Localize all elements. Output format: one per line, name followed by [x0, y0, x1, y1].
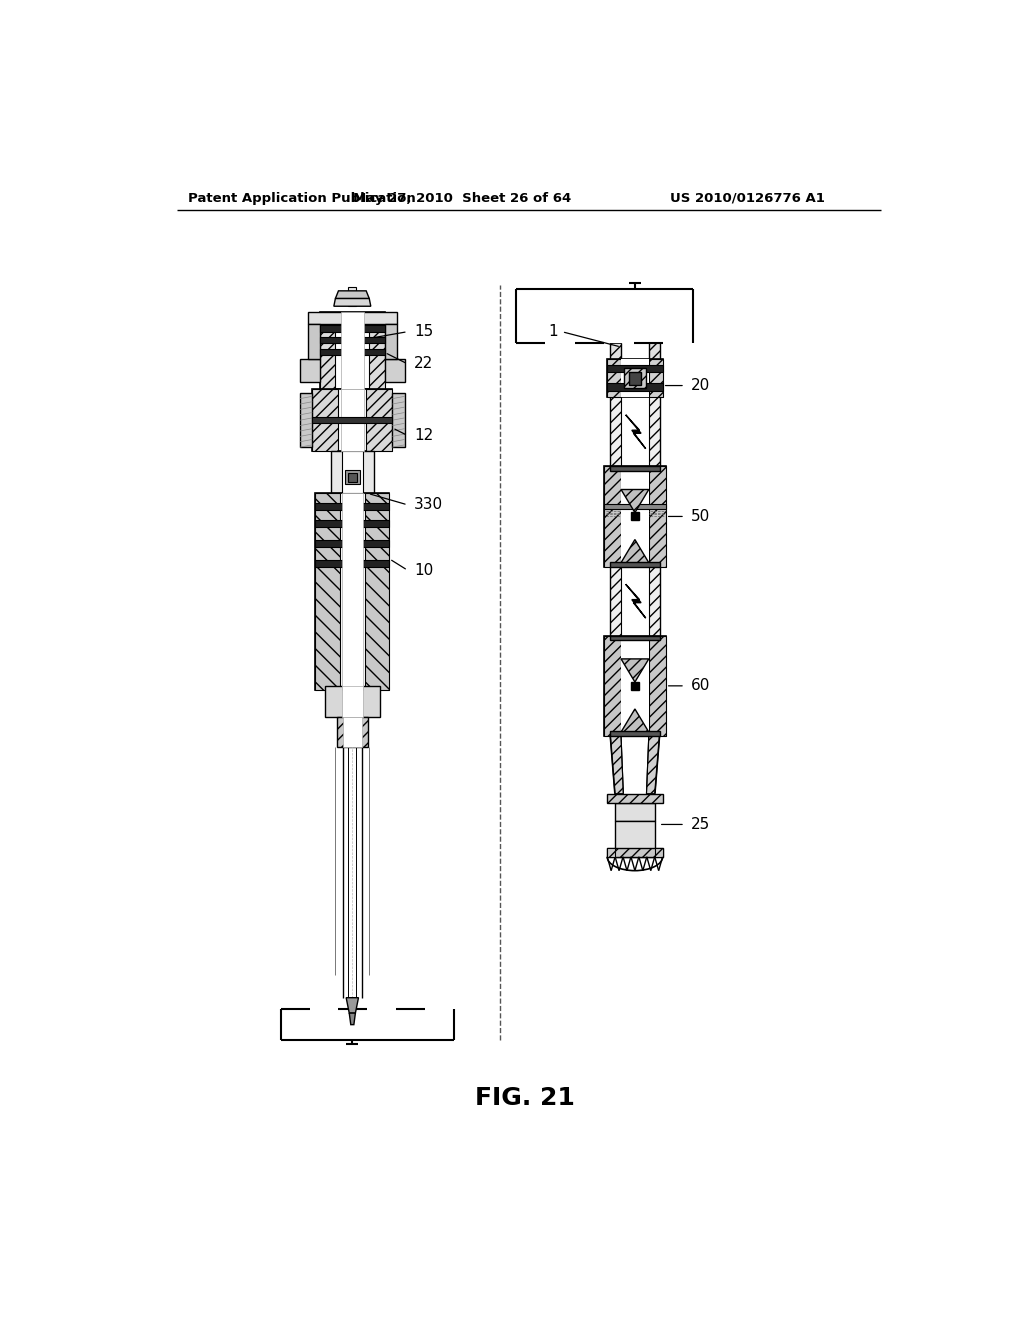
Text: US 2010/0126776 A1: US 2010/0126776 A1 — [670, 191, 824, 205]
Polygon shape — [365, 494, 389, 689]
Polygon shape — [349, 1014, 355, 1024]
Polygon shape — [370, 323, 385, 389]
Bar — [341, 389, 364, 451]
Polygon shape — [610, 566, 621, 636]
Bar — [319, 326, 385, 331]
Bar — [319, 337, 385, 343]
Bar — [341, 313, 364, 389]
Bar — [604, 466, 666, 566]
Polygon shape — [307, 323, 319, 359]
Bar — [348, 473, 357, 482]
Polygon shape — [655, 847, 663, 857]
Text: 10: 10 — [414, 562, 433, 578]
Polygon shape — [649, 466, 666, 566]
Text: 1: 1 — [548, 325, 558, 339]
Polygon shape — [385, 359, 404, 381]
Polygon shape — [610, 397, 621, 466]
Text: 25: 25 — [691, 817, 711, 832]
Text: 22: 22 — [414, 356, 433, 371]
Polygon shape — [367, 389, 392, 451]
Polygon shape — [336, 290, 370, 298]
Polygon shape — [649, 566, 659, 636]
Bar — [610, 562, 659, 566]
Polygon shape — [604, 466, 621, 566]
Bar — [319, 348, 385, 355]
Polygon shape — [646, 737, 659, 793]
Bar — [315, 540, 389, 548]
Text: 60: 60 — [691, 678, 711, 693]
Bar — [621, 636, 649, 737]
Bar — [348, 286, 356, 306]
Polygon shape — [319, 323, 336, 389]
Bar — [610, 636, 659, 640]
Bar — [331, 451, 374, 494]
Bar — [629, 372, 641, 385]
Bar — [319, 313, 385, 389]
Polygon shape — [300, 393, 312, 447]
Bar — [312, 417, 392, 424]
Text: Patent Application Publication: Patent Application Publication — [188, 191, 416, 205]
Bar — [342, 686, 364, 717]
Bar — [315, 503, 389, 511]
Bar — [343, 717, 361, 747]
Bar — [307, 313, 397, 323]
Bar — [614, 821, 655, 857]
Bar — [607, 364, 663, 372]
Bar — [325, 686, 380, 717]
Bar — [607, 847, 663, 857]
Bar — [315, 560, 389, 568]
Bar — [342, 451, 364, 494]
Bar — [607, 359, 663, 397]
Bar — [604, 504, 666, 508]
Bar — [607, 383, 663, 391]
Bar — [342, 494, 364, 689]
Polygon shape — [610, 737, 624, 793]
Bar — [614, 803, 655, 821]
Bar — [312, 389, 392, 451]
Bar — [607, 793, 663, 803]
Bar — [337, 717, 368, 747]
Polygon shape — [607, 359, 621, 397]
Text: 330: 330 — [414, 498, 443, 512]
Polygon shape — [626, 585, 646, 618]
Polygon shape — [300, 359, 319, 381]
Polygon shape — [604, 636, 621, 737]
Bar — [610, 466, 659, 471]
Bar — [621, 466, 649, 566]
Polygon shape — [392, 393, 404, 447]
Polygon shape — [649, 636, 666, 737]
Polygon shape — [621, 540, 649, 562]
Text: 50: 50 — [691, 510, 711, 524]
Text: May 27, 2010  Sheet 26 of 64: May 27, 2010 Sheet 26 of 64 — [352, 191, 570, 205]
Polygon shape — [312, 389, 339, 451]
Polygon shape — [621, 659, 649, 682]
Polygon shape — [607, 847, 614, 857]
Polygon shape — [315, 494, 340, 689]
Polygon shape — [621, 709, 649, 733]
Bar — [604, 636, 666, 737]
Polygon shape — [621, 490, 649, 512]
Polygon shape — [649, 343, 659, 359]
Polygon shape — [649, 397, 659, 466]
Text: 20: 20 — [691, 378, 711, 393]
Polygon shape — [385, 323, 397, 359]
Bar — [315, 494, 389, 689]
Polygon shape — [346, 998, 358, 1014]
Text: 12: 12 — [414, 428, 433, 444]
Polygon shape — [649, 359, 663, 397]
Bar — [610, 731, 659, 737]
Polygon shape — [610, 343, 621, 359]
Text: 15: 15 — [414, 325, 433, 339]
Polygon shape — [334, 298, 371, 306]
Text: FIG. 21: FIG. 21 — [475, 1086, 574, 1110]
Bar — [345, 470, 360, 484]
Bar — [625, 368, 646, 388]
Bar — [315, 520, 389, 527]
Bar — [621, 359, 649, 397]
Polygon shape — [626, 414, 646, 449]
